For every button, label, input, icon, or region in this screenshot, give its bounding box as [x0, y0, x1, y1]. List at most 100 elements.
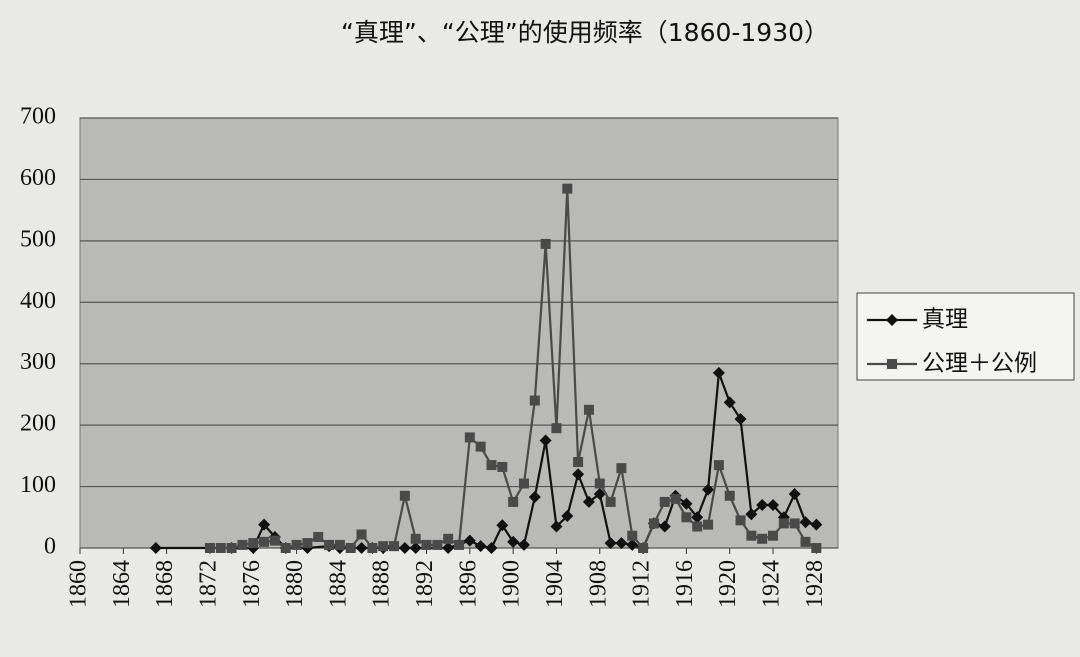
point	[464, 432, 475, 443]
point	[398, 542, 411, 554]
x-tick-label: 1896	[455, 560, 481, 608]
point	[334, 539, 345, 550]
x-tick-label: 1880	[282, 560, 308, 608]
point	[680, 497, 693, 510]
point	[561, 510, 574, 523]
point	[497, 461, 508, 472]
point	[746, 530, 757, 541]
point	[302, 538, 313, 549]
point	[572, 468, 585, 481]
point	[324, 539, 335, 550]
x-tick-label: 1888	[369, 560, 395, 608]
point	[638, 543, 649, 553]
point	[768, 530, 779, 541]
plot-area	[79, 117, 839, 549]
point	[713, 460, 724, 471]
x-tick-label: 1876	[239, 560, 265, 608]
point	[378, 541, 389, 552]
chart-title: “真理”、“公理”的使用频率（1860-1930）	[341, 18, 829, 47]
x-tick-label: 1884	[325, 560, 351, 608]
point	[604, 537, 617, 550]
point	[582, 495, 595, 508]
point	[454, 539, 464, 550]
point	[615, 537, 628, 550]
point	[767, 499, 780, 511]
point	[810, 518, 823, 531]
point	[735, 515, 746, 526]
point	[551, 423, 562, 434]
x-tick-label: 1860	[66, 560, 92, 608]
x-tick-label: 1912	[629, 560, 655, 608]
point	[887, 359, 897, 369]
point	[886, 314, 898, 326]
point	[443, 533, 454, 544]
x-tick-label: 1908	[585, 560, 611, 608]
point	[389, 541, 400, 552]
point	[507, 535, 520, 548]
point	[442, 542, 455, 554]
point	[702, 483, 715, 496]
point	[508, 496, 519, 507]
point	[605, 496, 616, 507]
point	[573, 457, 584, 467]
point	[517, 538, 530, 551]
point	[550, 520, 563, 533]
point	[280, 543, 291, 553]
x-tick-label: 1864	[109, 560, 135, 608]
point	[583, 404, 594, 415]
point	[313, 531, 324, 542]
point	[518, 478, 529, 489]
point	[410, 533, 421, 544]
point	[799, 516, 812, 529]
point	[356, 529, 367, 540]
x-tick-label: 1872	[195, 560, 221, 608]
x-tick-label: 1900	[499, 560, 525, 608]
point	[226, 543, 237, 553]
point	[475, 441, 486, 452]
point	[409, 542, 422, 554]
point	[627, 530, 638, 541]
x-tick-label: 1904	[542, 560, 568, 608]
point	[756, 499, 769, 511]
y-tick-label: 100	[20, 472, 56, 498]
x-tick-label: 1916	[672, 560, 698, 608]
point	[811, 543, 822, 553]
point	[757, 533, 768, 544]
point	[259, 536, 270, 547]
x-tick-label: 1924	[759, 560, 785, 608]
point	[788, 487, 801, 500]
point	[291, 539, 302, 550]
point	[355, 542, 368, 554]
point	[367, 543, 378, 553]
point	[593, 487, 606, 500]
point	[734, 413, 747, 425]
point	[626, 538, 639, 551]
y-tick-label: 0	[44, 534, 56, 560]
point	[529, 395, 540, 406]
point	[485, 542, 498, 554]
legend-label: 公理＋公例	[922, 351, 1037, 377]
point	[269, 535, 280, 546]
point	[204, 543, 215, 553]
point	[421, 539, 432, 550]
point	[681, 512, 692, 523]
point	[616, 463, 627, 474]
point	[659, 496, 670, 507]
point	[692, 521, 703, 532]
point	[496, 519, 509, 532]
point	[658, 520, 671, 533]
x-tick-label: 1868	[152, 560, 178, 608]
point	[691, 511, 704, 524]
point	[778, 518, 789, 529]
y-tick-label: 700	[20, 104, 56, 130]
y-tick-label: 500	[20, 226, 56, 252]
x-tick-label: 1928	[802, 560, 828, 608]
x-tick-label: 1920	[715, 560, 741, 608]
point	[648, 518, 659, 529]
point	[215, 543, 226, 553]
legend-label: 真理	[922, 307, 968, 333]
y-tick-label: 600	[20, 165, 56, 191]
point	[528, 491, 541, 504]
point	[670, 493, 681, 504]
y-tick-label: 300	[20, 349, 56, 375]
